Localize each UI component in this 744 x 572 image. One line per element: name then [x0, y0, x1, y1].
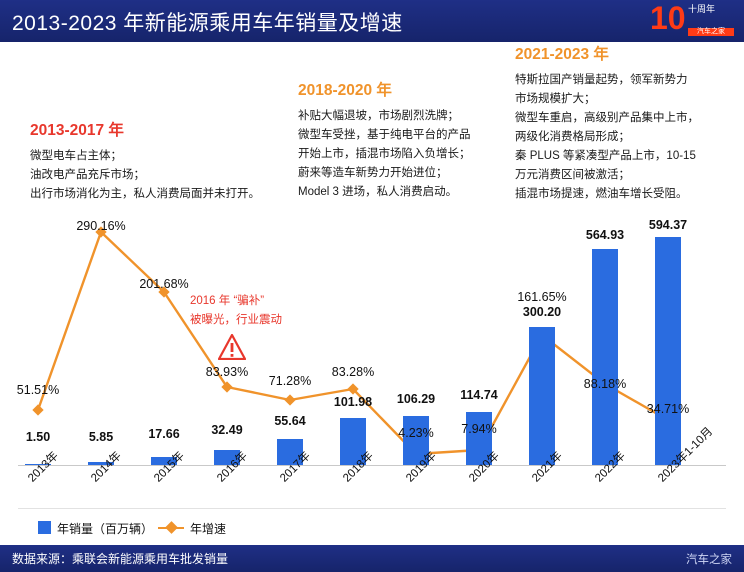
- page-title: 2013-2023 年新能源乘用车年销量及增速: [12, 12, 403, 35]
- pct-value-2015: 201.68%: [139, 277, 189, 291]
- annotation-body: 补贴大幅退坡，市场剧烈洗牌； 微型车受挫，基于纯电平台的产品 开始上市，插混市场…: [298, 107, 471, 202]
- annotation-line: 补贴大幅退坡，市场剧烈洗牌；: [298, 110, 459, 122]
- x-axis-line: [18, 465, 726, 466]
- logo-text: 十周年: [688, 4, 734, 15]
- annotation-line: 开始上市，插混市场陷入负增长；: [298, 148, 471, 160]
- legend-line-label: 年增速: [190, 522, 227, 536]
- annotation-line: 两级化消费格局形成；: [515, 131, 630, 143]
- pct-value-2013: 51.51%: [16, 383, 60, 397]
- bar-2021: [529, 327, 555, 465]
- pct-value-2023: 34.71%: [646, 402, 690, 416]
- annotation-line: 市场规模扩大；: [515, 93, 596, 105]
- annotation-line: 微型电车占主体；: [30, 150, 122, 162]
- annotation-line: 插混市场提速，燃油车增长受阻。: [515, 188, 688, 200]
- pct-value-2022: 88.18%: [583, 377, 627, 391]
- bar-value-2017: 55.64: [274, 414, 306, 428]
- bar-value-2023: 594.37: [648, 218, 688, 232]
- annotation-line: 微型车受挫，基于纯电平台的产品: [298, 129, 471, 141]
- logo-underline: 汽车之家: [688, 28, 734, 36]
- divider: [18, 508, 726, 509]
- anniversary-logo: 10 十周年 汽车之家: [650, 1, 738, 41]
- bar-2018: [340, 418, 366, 465]
- growth-line-series: [32, 226, 674, 460]
- annotation-line: 出行市场消化为主，私人消费局面并未打开。: [30, 188, 260, 200]
- bar-2022: [592, 249, 618, 465]
- bar-2015: [151, 457, 177, 465]
- page-header: 2013-2023 年新能源乘用车年销量及增速 10 十周年 汽车之家: [0, 0, 744, 42]
- bar-2020: [466, 412, 492, 465]
- pct-value-2019: 4.23%: [398, 426, 434, 440]
- pct-value-2020: 7.94%: [461, 422, 497, 436]
- bar-2017: [277, 439, 303, 465]
- bar-value-2018: 101.98: [333, 395, 373, 409]
- annotation-2018-2020: 2018-2020 年 补贴大幅退坡，市场剧烈洗牌； 微型车受挫，基于纯电平台的…: [298, 78, 471, 202]
- warning-line1: 2016 年 “骗补”: [190, 295, 265, 307]
- bar-value-2019: 106.29: [396, 392, 436, 406]
- bar-value-2015: 17.66: [148, 427, 180, 441]
- annotation-2021-2023: 2021-2023 年 特斯拉国产销量起势，领军新势力 市场规模扩大； 微型车重…: [515, 42, 699, 204]
- logo-line1: 十周年: [688, 4, 716, 14]
- bar-value-2016: 32.49: [211, 423, 243, 437]
- annotation-line: 微型车重启，高级别产品集中上市，: [515, 112, 699, 124]
- bar-value-2021: 300.20: [522, 305, 562, 319]
- pct-value-2017: 71.28%: [268, 374, 312, 388]
- pct-value-2018: 83.28%: [331, 365, 375, 379]
- brand-mark: 汽车之家: [686, 554, 732, 566]
- bar-value-2022: 564.93: [585, 228, 625, 242]
- pct-value-2016: 83.93%: [205, 365, 249, 379]
- bar-value-2014: 5.85: [88, 430, 114, 444]
- bar-2023: [655, 237, 681, 465]
- plot-area: [0, 210, 744, 465]
- bar-2016: [214, 450, 240, 465]
- annotation-line: Model 3 进场，私人消费启动。: [298, 186, 458, 198]
- bar-2013: [25, 464, 51, 465]
- annotation-line: 秦 PLUS 等紧凑型产品上市，10-15: [515, 150, 696, 162]
- bar-value-2013: 1.50: [25, 430, 51, 444]
- annotation-title: 2018-2020 年: [298, 82, 392, 99]
- data-source: 数据来源：乘联会新能源乘用车批发销量: [12, 552, 229, 566]
- legend-bar-label: 年销量（百万辆）: [57, 522, 154, 536]
- annotation-line: 特斯拉国产销量起势，领军新势力: [515, 74, 688, 86]
- legend-line-marker: [165, 521, 178, 534]
- logo-number: 10: [650, 0, 686, 36]
- logo-line2: 汽车之家: [697, 28, 725, 35]
- annotation-body: 微型电车占主体； 油改电产品充斥市场； 出行市场消化为主，私人消费局面并未打开。: [30, 147, 260, 204]
- legend-bar-swatch: [38, 521, 51, 534]
- bar-2019: [403, 416, 429, 465]
- bar-value-2020: 114.74: [460, 388, 498, 402]
- annotation-line: 油改电产品充斥市场；: [30, 169, 145, 181]
- annotation-line: 万元消费区间被激活；: [515, 169, 630, 181]
- annotation-2013-2017: 2013-2017 年 微型电车占主体； 油改电产品充斥市场； 出行市场消化为主…: [30, 118, 260, 204]
- pct-value-2014: 290.16%: [76, 219, 126, 233]
- bar-2014: [88, 462, 114, 465]
- pct-value-2021: 161.65%: [517, 290, 567, 304]
- annotation-title: 2013-2017 年: [30, 122, 124, 139]
- warning-triangle-icon: [218, 334, 246, 360]
- annotation-body: 特斯拉国产销量起势，领军新势力 市场规模扩大； 微型车重启，高级别产品集中上市，…: [515, 71, 699, 204]
- warning-line2: 被曝光，行业震动: [190, 314, 282, 326]
- warning-callout: 2016 年 “骗补” 被曝光，行业震动: [190, 292, 282, 360]
- annotation-title: 2021-2023 年: [515, 46, 609, 63]
- page-footer: 数据来源：乘联会新能源乘用车批发销量 汽车之家: [0, 545, 744, 572]
- annotation-line: 蔚来等造车新势力开始进位；: [298, 167, 448, 179]
